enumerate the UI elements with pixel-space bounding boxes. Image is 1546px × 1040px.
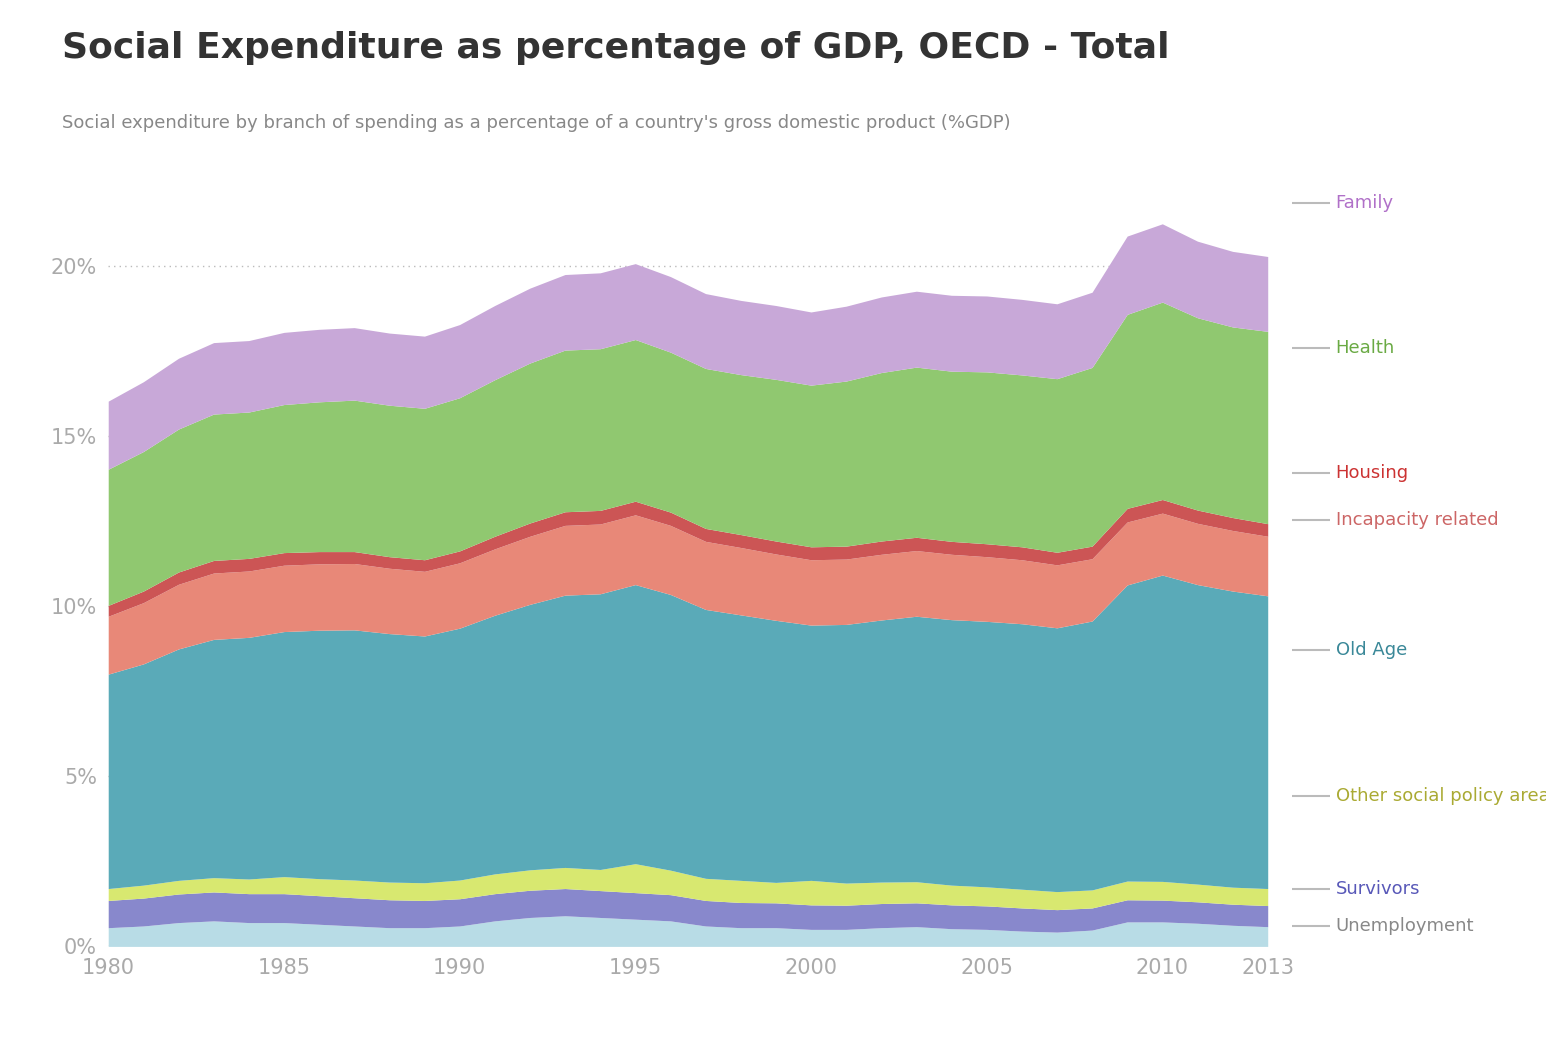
Text: Health: Health — [1336, 339, 1394, 358]
Text: Incapacity related: Incapacity related — [1336, 511, 1498, 529]
Text: Other social policy areas: Other social policy areas — [1336, 786, 1546, 805]
Text: Family: Family — [1336, 193, 1394, 212]
Text: Housing: Housing — [1336, 464, 1408, 483]
Text: Unemployment: Unemployment — [1336, 916, 1475, 935]
Text: Old Age: Old Age — [1336, 641, 1407, 659]
Text: Survivors: Survivors — [1336, 880, 1421, 899]
Text: Social expenditure by branch of spending as a percentage of a country's gross do: Social expenditure by branch of spending… — [62, 114, 1011, 132]
Text: Social Expenditure as percentage of GDP, OECD - Total: Social Expenditure as percentage of GDP,… — [62, 31, 1169, 66]
